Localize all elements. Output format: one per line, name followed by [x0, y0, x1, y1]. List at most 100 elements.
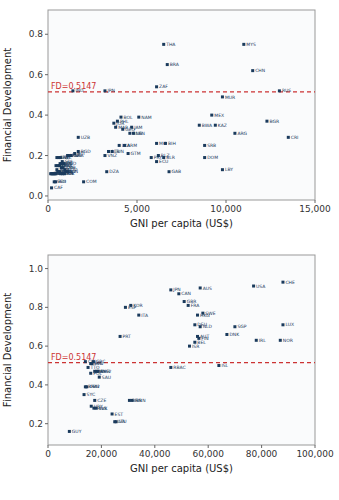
point-label: ZAF — [159, 84, 168, 89]
point-label: PRT — [123, 334, 132, 339]
point-label: BGR — [269, 119, 279, 124]
point-label: SVK — [99, 406, 109, 411]
point — [118, 144, 121, 147]
tick-mark — [261, 445, 262, 448]
point — [155, 142, 158, 145]
point — [281, 281, 284, 284]
point — [169, 366, 172, 369]
point — [111, 412, 114, 415]
point-label: BRA2 — [88, 384, 100, 389]
point-label: BWA — [202, 123, 213, 128]
tick-label: 5,000 — [124, 204, 150, 214]
point — [93, 399, 96, 402]
point — [252, 285, 255, 288]
point-label: GAB — [172, 169, 182, 174]
tick-mark — [315, 445, 316, 448]
annotations: CHEUSAAUSJPNCANGBRFRAESPKORITAHKGSWEDEUN… — [51, 280, 295, 434]
point — [55, 156, 58, 159]
point-label: COM — [86, 179, 97, 184]
point-label: NOR — [283, 338, 293, 343]
tick-label: 40,000 — [139, 449, 171, 459]
point — [188, 345, 191, 348]
point-label: CAF — [54, 185, 63, 190]
point-label: JPN — [106, 88, 114, 93]
point-label: IRL — [259, 338, 266, 343]
point — [82, 180, 85, 183]
point — [169, 288, 172, 291]
point-label: SAU — [102, 375, 111, 380]
point-label: OBN — [89, 384, 99, 389]
point — [90, 405, 93, 408]
tick-label: 0.4 — [29, 380, 44, 390]
tick-mark — [48, 445, 49, 448]
point — [98, 376, 101, 379]
point-label: CZE — [97, 398, 106, 403]
point — [242, 43, 245, 46]
threshold-label: FD=0.5147 — [51, 353, 96, 362]
point — [128, 399, 131, 402]
plot-frame — [48, 255, 315, 445]
tick-label: 0.8 — [29, 29, 44, 39]
point-label: MUR — [225, 95, 235, 100]
tick-label: 0.0 — [29, 191, 44, 201]
tick-mark — [48, 200, 49, 203]
tick-mark — [45, 268, 48, 269]
point — [203, 144, 206, 147]
point-label: CRI — [291, 135, 299, 140]
point-label: MK — [159, 141, 167, 146]
point-label: SRB — [207, 143, 216, 148]
point — [177, 292, 180, 295]
point-label: BIH — [168, 141, 176, 146]
point-label: GTM — [131, 151, 141, 156]
panel: 05,00010,00015,0000.00.20.40.60.8GNI per… — [2, 10, 331, 229]
point — [199, 286, 202, 289]
threshold-line — [48, 91, 315, 92]
point — [166, 63, 169, 66]
point-label: KAZ — [218, 123, 227, 128]
point — [137, 314, 140, 317]
point-label: NLD — [203, 324, 213, 329]
point-label: SWE — [205, 311, 215, 316]
point — [251, 69, 254, 72]
point-label: UZB — [81, 135, 90, 140]
point-label: POL — [93, 371, 102, 376]
point-label: LUX — [285, 322, 294, 327]
tick-label: 60,000 — [192, 449, 224, 459]
tick-mark — [45, 155, 48, 156]
point — [255, 339, 258, 342]
point-label: LTU — [119, 419, 127, 424]
tick-mark — [45, 423, 48, 424]
point — [287, 136, 290, 139]
point — [217, 364, 220, 367]
point — [87, 366, 90, 369]
point — [233, 132, 236, 135]
point-label: MEX — [214, 113, 224, 118]
point-label: DOM — [207, 155, 218, 160]
tick-label: 0.6 — [29, 70, 44, 80]
point-label: ECU — [159, 159, 168, 164]
point-label: MYS — [246, 42, 256, 47]
tick-label: 0.2 — [29, 151, 43, 161]
tick-label: 0 — [45, 204, 51, 214]
point — [124, 306, 127, 309]
point-label: RBAC — [173, 365, 185, 370]
point-label: ITA — [141, 313, 149, 318]
tick-label: 10,000 — [210, 204, 242, 214]
tick-label: 15,000 — [299, 204, 331, 214]
point-label: SEN — [59, 155, 68, 160]
point — [233, 325, 236, 328]
point — [279, 339, 282, 342]
tick-mark — [45, 195, 48, 196]
tick-mark — [45, 34, 48, 35]
tick-label: 0.6 — [29, 341, 44, 351]
plot-frame — [48, 10, 315, 200]
point-label: KOR — [133, 303, 142, 308]
point-label: ETH — [54, 171, 63, 176]
panel: 020,00040,00060,00080,000100,0000.20.40.… — [2, 255, 334, 474]
point-label: ARM — [127, 143, 137, 148]
point — [137, 116, 140, 119]
tick-mark — [208, 445, 209, 448]
x-axis-label: GNI per capita (US$) — [130, 463, 233, 474]
point-label: CHE — [285, 280, 295, 285]
point — [221, 168, 224, 171]
